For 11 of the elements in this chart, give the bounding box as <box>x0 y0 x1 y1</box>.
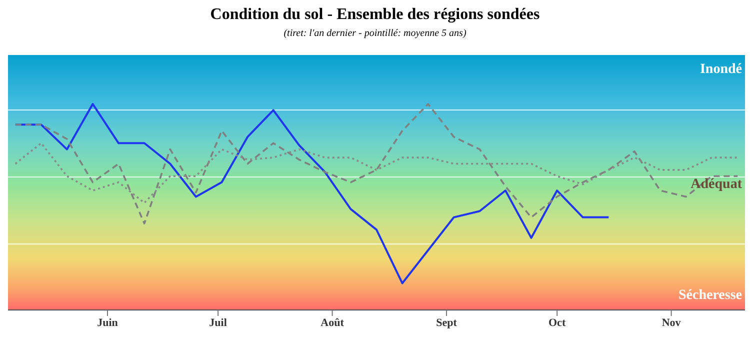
chart-title: Condition du sol - Ensemble des régions sondées <box>209 6 541 24</box>
x-tick-label: Juin <box>97 316 118 329</box>
annotation: Adéquat <box>690 177 742 193</box>
x-tick-label: Août <box>320 316 344 329</box>
annotation: Sécheresse <box>678 288 742 304</box>
x-tick-label: Nov <box>662 316 682 329</box>
x-tick-label: Oct <box>548 316 566 329</box>
chart-subtitle: (tiret: l'an dernier - pointillé: moyenne 5 ans) <box>282 28 468 39</box>
x-tick-label: Sept <box>436 316 458 329</box>
text: Inondé <box>700 62 742 78</box>
x-tick-label: Juil <box>209 316 227 329</box>
